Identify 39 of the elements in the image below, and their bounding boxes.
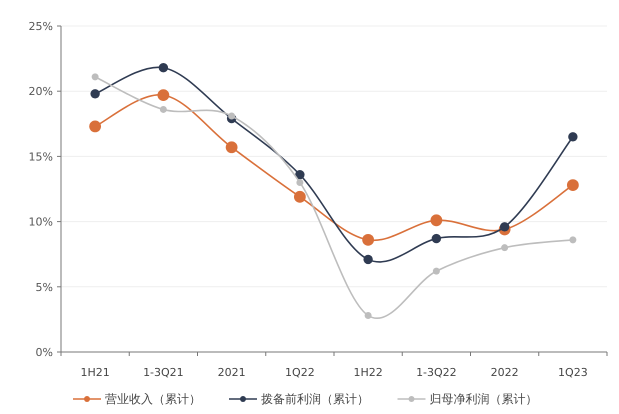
point — [500, 222, 510, 232]
point — [295, 170, 305, 180]
x-tick-label: 1Q23 — [558, 366, 588, 379]
legend-label: 归母净利润（累计） — [430, 392, 538, 406]
point — [432, 234, 442, 244]
point — [432, 268, 440, 275]
point — [362, 234, 374, 246]
point — [160, 106, 167, 113]
point — [158, 63, 168, 72]
x-tick-label: 2021 — [218, 366, 246, 379]
x-tick-label: 1H22 — [353, 366, 383, 379]
y-tick-label: 25% — [28, 20, 53, 33]
x-tick-label: 1Q22 — [285, 366, 315, 379]
point — [501, 244, 508, 252]
point — [228, 112, 236, 120]
point — [363, 254, 373, 264]
legend-label: 营业收入（累计） — [105, 392, 201, 406]
point — [92, 73, 99, 80]
y-tick-label: 10% — [28, 216, 53, 229]
point — [89, 120, 102, 132]
y-tick-label: 5% — [36, 280, 53, 294]
x-tick-label: 1-3Q21 — [143, 366, 184, 379]
point — [296, 178, 304, 186]
point — [430, 214, 442, 226]
y-tick-label: 20% — [28, 85, 53, 98]
point — [90, 89, 100, 99]
point — [568, 132, 578, 142]
point — [569, 236, 576, 244]
point — [294, 190, 306, 203]
legend-label: 拨备前利润（累计） — [261, 392, 369, 406]
x-tick-label: 2022 — [490, 366, 519, 379]
y-tick-label: 0% — [36, 346, 53, 359]
y-tick-label: 15% — [28, 150, 53, 164]
x-tick-label: 1H21 — [80, 366, 110, 379]
point — [566, 179, 579, 191]
point — [226, 141, 238, 154]
point — [157, 89, 170, 102]
x-tick-label: 1-3Q22 — [416, 366, 457, 379]
point — [364, 312, 372, 319]
